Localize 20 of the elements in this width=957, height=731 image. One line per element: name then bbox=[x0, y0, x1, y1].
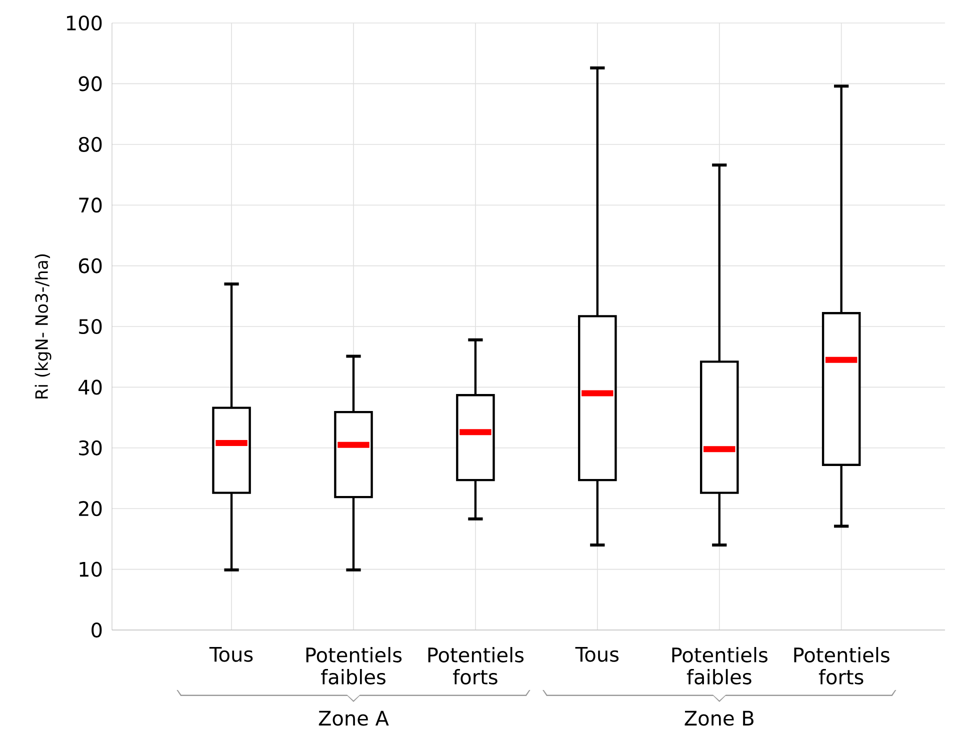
y-tick-label: 70 bbox=[79, 198, 102, 213]
x-tick-label: Tous bbox=[575, 647, 619, 662]
x-tick-label: Potentiels forts bbox=[428, 647, 524, 684]
text: Zone B bbox=[684, 710, 754, 726]
x-tick-label: Potentiels faibles bbox=[672, 647, 768, 684]
y-tick-label: 0 bbox=[92, 622, 102, 638]
y-axis-title: Ri (kgN- No3-/ha) bbox=[34, 254, 52, 398]
y-tick-label: 50 bbox=[79, 318, 102, 334]
x-tick-label: Tous bbox=[209, 647, 253, 662]
x-tick-label: Potentiels forts bbox=[794, 647, 890, 684]
y-tick-label: 40 bbox=[78, 380, 102, 395]
text: Zone A bbox=[318, 710, 389, 726]
y-tick-label: 60 bbox=[78, 258, 102, 274]
y-tick-label: 30 bbox=[79, 440, 102, 456]
y-tick-label: 100 bbox=[67, 15, 102, 31]
y-tick-label: 10 bbox=[80, 562, 102, 577]
y-tick-label: 20 bbox=[79, 501, 102, 516]
x-tick-label: Potentiels faibles bbox=[306, 647, 402, 684]
y-tick-label: 80 bbox=[78, 136, 102, 152]
y-tick-label: 90 bbox=[78, 76, 102, 92]
